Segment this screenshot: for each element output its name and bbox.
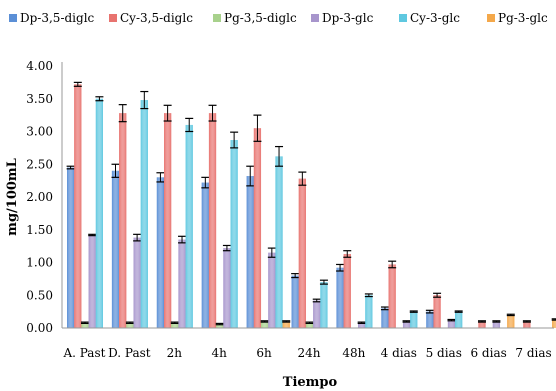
bar-shade [81,322,89,328]
bar-shade [365,295,373,328]
bar-shade [119,113,127,328]
bar-shade [208,113,217,328]
bar-shade [74,84,82,328]
legend-swatch [9,14,17,22]
x-tick-label: 4 dias [381,346,417,360]
bar-shade [507,314,515,328]
x-axis-title: Tiempo [283,375,338,390]
bar-shade [388,264,396,328]
bar-shade [313,300,321,328]
bar-shade [253,128,262,328]
legend-swatch [109,14,117,22]
bar-shade [140,100,148,328]
bar-shade [426,311,434,328]
bar-shade [358,322,366,328]
y-axis-title: mg/100mL [5,158,20,236]
bar-shade [455,311,463,328]
x-tick-label: 2h [167,346,183,360]
bar-shade [246,176,254,328]
bar-shade [268,252,276,328]
bar-shade [291,275,299,328]
bar-shade [126,322,134,328]
legend-label: Cy-3,5-diglc [120,11,193,25]
legend: Dp-3,5-diglc Cy-3,5-diglc Pg-3,5-diglc Dp-3… [9,11,548,25]
y-tick-label: 1.50 [26,223,53,237]
bar-shade [402,321,411,328]
x-tick-label: 48h [342,346,365,360]
bar-shade [164,113,172,328]
x-tick-label: A. Past [62,346,105,360]
y-tick-label: 4.00 [26,59,53,73]
y-tick-label: 2.50 [26,157,53,171]
y-tick-label: 0.00 [26,321,53,335]
y-axis: 0.00 0.50 1.00 1.50 2.00 2.50 3.00 3.50 4.00 [26,59,63,335]
bar-shade [230,140,238,328]
bar-shade [88,234,96,328]
x-tick-label: 7 dias [515,346,551,360]
x-tick-label: D. Past [108,346,151,360]
y-tick-label: 3.00 [26,125,53,139]
x-axis: A. Past D. Past 2h 4h 6h 24h 48h 4 dias 5 dias 6 … [62,327,554,360]
bar-shade [261,321,269,328]
bar-shade [447,320,456,328]
bar-shade [492,321,500,328]
bar-shade [201,182,209,328]
legend-swatch [487,14,495,22]
bar-shade [298,178,306,328]
x-tick-label: 6 dias [470,346,506,360]
bar-shade [171,322,179,328]
y-tick-label: 1.00 [26,256,53,270]
bars [66,81,556,328]
x-tick-label: 4h [211,346,227,360]
y-tick-label: 0.50 [26,288,53,302]
bar-shade [552,319,556,328]
legend-swatch [311,14,319,22]
bar-shade [478,321,486,328]
bar-shade [275,156,283,328]
bar-shade [133,237,141,328]
legend-label: Dp-3-glc [322,11,374,25]
bar-shade [156,177,165,328]
bar-shade [95,98,103,328]
bar-shade [410,311,418,328]
y-tick-label: 3.50 [26,92,53,106]
bar-shade [111,170,120,328]
x-tick-label: 24h [298,346,321,360]
bar-shade [185,124,193,328]
legend-label: Pg-3,5-diglc [224,11,297,25]
bar-shade [320,282,328,328]
legend-label: Dp-3,5-diglc [20,11,95,25]
bar-shade [178,239,186,328]
y-tick-label: 2.00 [26,190,53,204]
bar-shade [381,308,389,328]
bar-shade [282,321,290,328]
legend-label: Pg-3-glc [498,11,548,25]
bar-shade [523,321,531,328]
bar-shade [223,248,231,328]
bar-shade [336,267,344,328]
bar-shade [216,324,224,328]
bar-shade [305,322,314,328]
x-tick-label: 5 dias [426,346,462,360]
bar-shade [67,167,75,328]
bar-shade [343,253,351,328]
x-tick-label: 6h [256,346,272,360]
legend-label: Cy-3-glc [410,11,460,25]
bar-shade [433,295,441,328]
legend-swatch [213,14,221,22]
legend-swatch [399,14,407,22]
